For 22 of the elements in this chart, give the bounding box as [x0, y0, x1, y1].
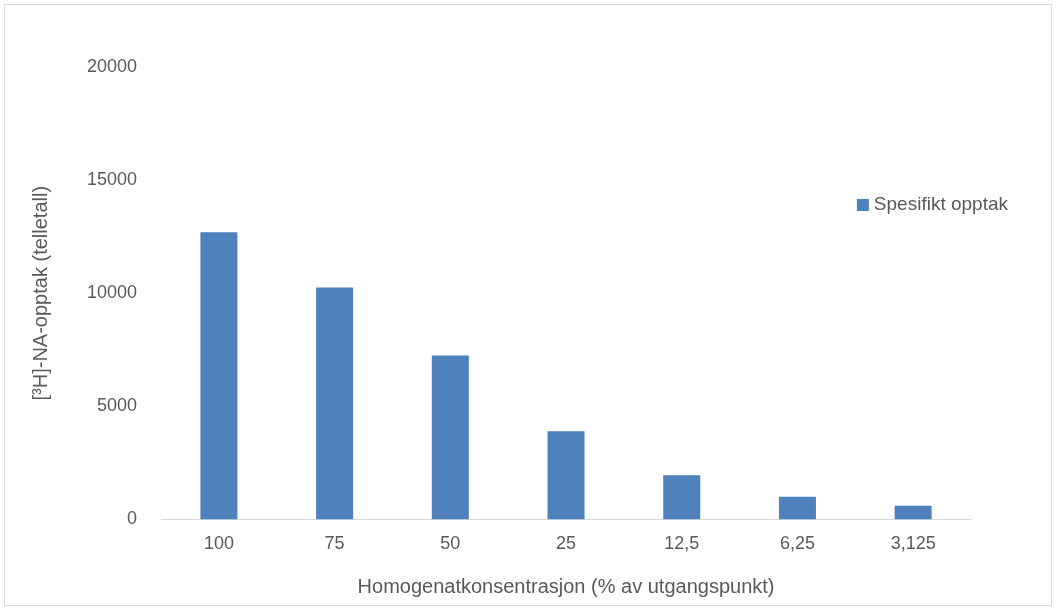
y-tick-label: 20000	[86, 55, 138, 76]
y-axis-title: [³H]-NA-opptak (telletall)	[28, 185, 51, 401]
bar	[316, 287, 354, 520]
x-tick-label: 25	[556, 533, 577, 554]
x-tick-label: 6,25	[779, 533, 815, 554]
y-tick-label: 0	[127, 508, 138, 529]
bar	[547, 431, 585, 520]
x-tick-label: 12,5	[664, 533, 700, 554]
x-axis-title: Homogenatkonsentrasjon (% av utgangspunkt)	[357, 574, 775, 597]
bar	[894, 505, 932, 520]
bar	[200, 232, 238, 520]
x-tick-label: 50	[440, 533, 461, 554]
x-tick-label: 75	[324, 533, 345, 554]
y-tick-label: 15000	[86, 169, 138, 190]
x-tick-label: 3,125	[890, 533, 936, 554]
bar	[663, 475, 701, 520]
x-tick-label: 100	[203, 533, 234, 554]
bar	[431, 355, 469, 520]
y-tick-label: 10000	[86, 282, 138, 303]
bar	[778, 496, 816, 520]
y-tick-label: 5000	[97, 395, 138, 416]
legend-label: Spesifikt opptak	[873, 193, 1009, 215]
